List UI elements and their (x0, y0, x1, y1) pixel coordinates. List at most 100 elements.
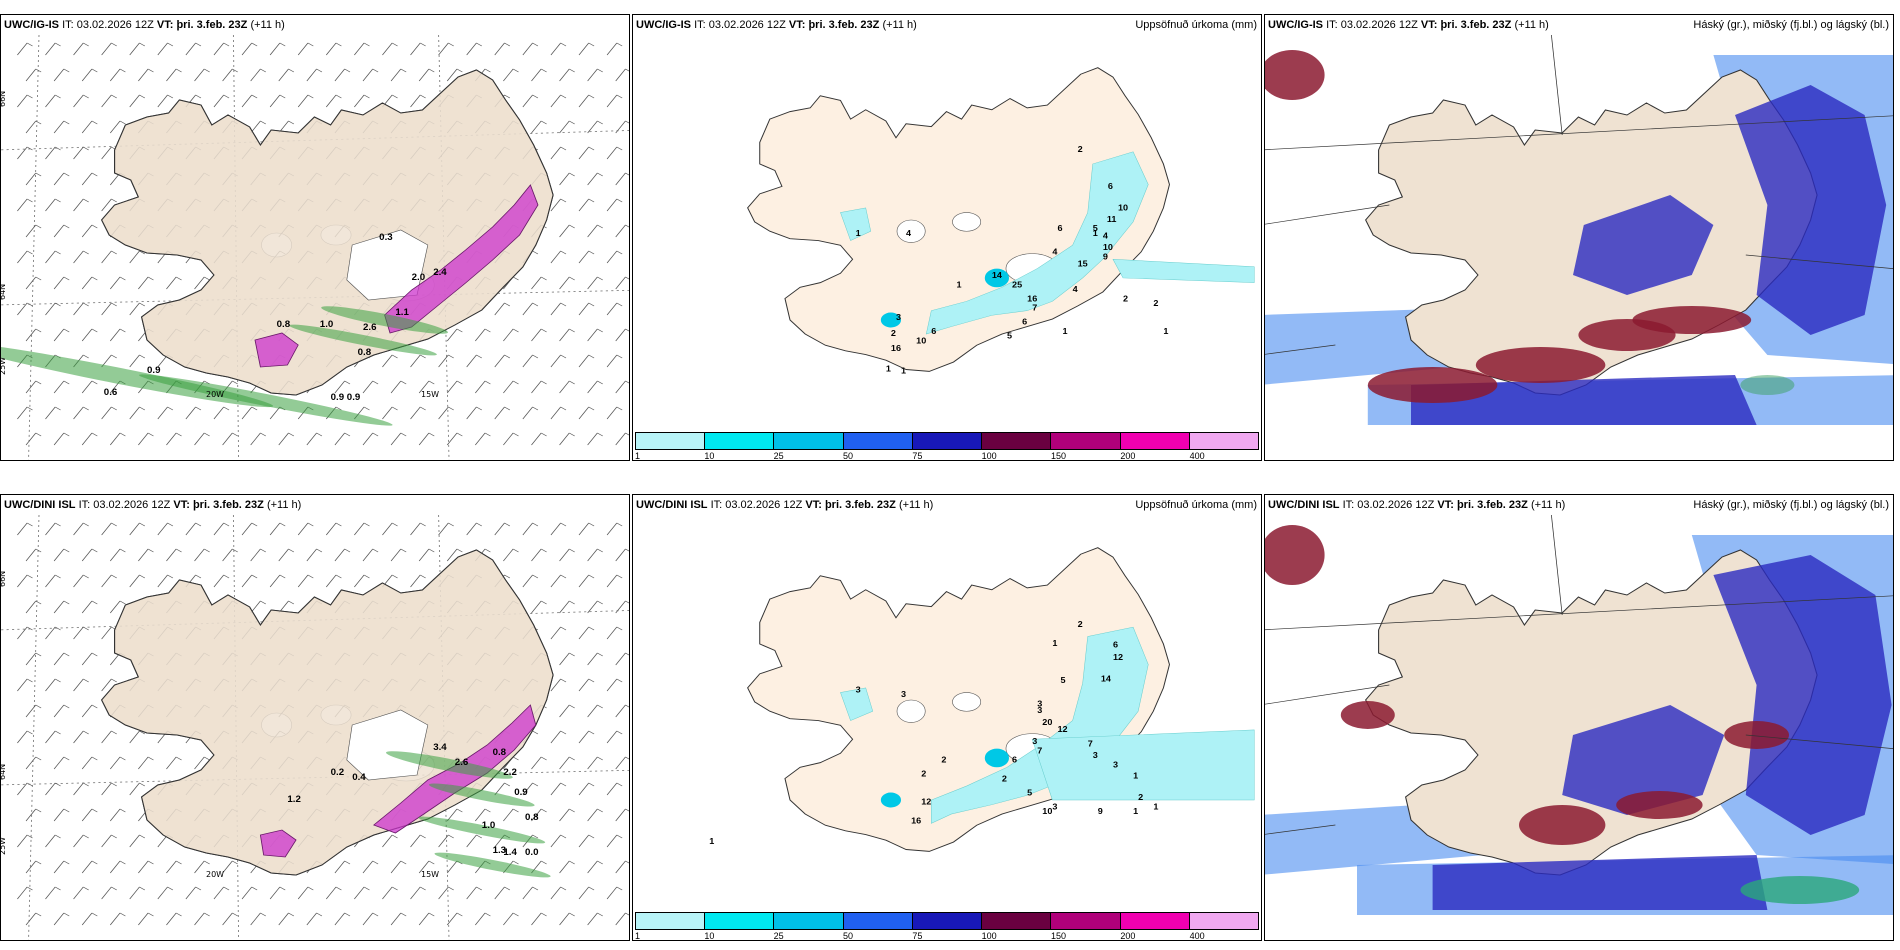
contour-label: 1 (957, 280, 962, 290)
legend-label: 50 (843, 931, 854, 941)
contour-label: 5 (1093, 224, 1098, 234)
contour-label: 2.6 (363, 322, 377, 332)
contour-label: 1.1 (395, 307, 409, 317)
contour-label: 6 (931, 326, 936, 336)
legend-label: 100 (981, 931, 997, 941)
legend-label: 10 (704, 931, 715, 941)
panel-header: UWC/DINI ISL IT: 03.02.2026 12Z VT: þri.… (636, 499, 934, 511)
legend-label: 1 (635, 451, 641, 461)
panel-title: Háský (gr.), miðský (fj.bl.) og lágský (… (1693, 499, 1889, 511)
contour-label: 11 (1107, 214, 1117, 224)
legend-label: 75 (912, 931, 923, 941)
contour-label: 10 (916, 336, 926, 346)
contour-label: 1.4 (503, 847, 517, 857)
contour-label: 16 (891, 343, 901, 353)
contour-label: 1 (1163, 326, 1168, 336)
contour-label: 0.8 (493, 747, 507, 757)
legend-swatch (843, 433, 913, 449)
panel-title: Uppsöfnuð úrkoma (mm) (1135, 19, 1257, 31)
contour-label: 0.9 (331, 392, 345, 402)
contour-label: 1 (1093, 228, 1098, 238)
contour-label: 1 (709, 836, 714, 846)
contour-label: 5 (1007, 331, 1012, 341)
legend-label: 50 (843, 451, 854, 461)
contour-label: 6 (1012, 755, 1017, 765)
contour-label: 5 (1060, 676, 1065, 686)
panel-top-middle-precip: UWC/IG-IS IT: 03.02.2026 12Z VT: þri. 3.… (632, 14, 1262, 461)
contour-label: 2 (1078, 619, 1083, 629)
contour-label: 4 (1073, 284, 1078, 294)
contour-label: 1.3 (493, 845, 507, 855)
contour-label: 3 (1113, 760, 1118, 770)
contour-label: 7 (1088, 739, 1093, 749)
panel-title: Uppsöfnuð úrkoma (mm) (1135, 499, 1257, 511)
legend-swatch (774, 433, 844, 449)
legend-swatch (1189, 913, 1258, 929)
legend-swatch (1051, 433, 1121, 449)
legend-swatch (705, 913, 775, 929)
panel-header: UWC/DINI ISL IT: 03.02.2026 12Z VT: þri.… (4, 499, 302, 511)
panel-header: UWC/DINI ISL IT: 03.02.2026 12Z VT: þri.… (1268, 499, 1566, 511)
contour-label: 1 (901, 366, 906, 376)
legend-label: 200 (1120, 931, 1136, 941)
panel-bottom-middle-precip: UWC/DINI ISL IT: 03.02.2026 12Z VT: þri.… (632, 494, 1262, 941)
legend-swatch (982, 433, 1052, 449)
contour-label: 0.4 (352, 772, 366, 782)
contour-label: 7 (1032, 303, 1037, 313)
contour-label: 6 (1113, 640, 1118, 650)
precip-legend: 1 10 25 50 75 100 150 200 400 (633, 912, 1261, 940)
contour-label: 3 (1037, 705, 1042, 715)
legend-label: 150 (1051, 451, 1067, 461)
axis-label: 66N (1, 571, 7, 587)
contour-label: 15 (1078, 259, 1088, 269)
map-clouds (1265, 515, 1893, 940)
contour-label: 4 (1103, 231, 1108, 241)
panel-header: UWC/IG-IS IT: 03.02.2026 12Z VT: þri. 3.… (1268, 19, 1549, 31)
contour-label: 6 (1057, 224, 1062, 234)
contour-label: 0.9 (514, 787, 528, 797)
contour-label: 2.4 (433, 267, 447, 277)
contour-label: 14 (992, 270, 1002, 280)
contour-label: 0.9 (147, 365, 161, 375)
contour-label: 0.8 (525, 812, 539, 822)
panel-title: Háský (gr.), miðský (fj.bl.) og lágský (… (1693, 19, 1889, 31)
legend-label: 200 (1120, 451, 1136, 461)
contour-label: 2 (921, 769, 926, 779)
legend-label: 150 (1051, 931, 1067, 941)
legend-swatch (636, 913, 706, 929)
legend-swatch (1051, 913, 1121, 929)
axis-label: 15W (421, 870, 439, 879)
contour-label: 3 (1037, 699, 1042, 709)
contour-label: 0.6 (104, 387, 118, 397)
contour-label: 1 (1133, 806, 1138, 816)
contour-label: 6 (1022, 317, 1027, 327)
contour-label: 4 (906, 228, 911, 238)
axis-label: 64N (1, 284, 7, 300)
legend-swatch (912, 433, 983, 449)
legend-label: 25 (773, 451, 784, 461)
legend-label: 400 (1189, 451, 1205, 461)
contour-label: 9 (1098, 806, 1103, 816)
contour-label: 1.0 (482, 820, 496, 830)
contour-label: 10 (1042, 806, 1052, 816)
contour-label: 7 (1037, 746, 1042, 756)
legend-swatch (1189, 433, 1258, 449)
contour-label: 0.2 (331, 767, 345, 777)
contour-label: 1.2 (287, 794, 301, 804)
axis-label: 20W (206, 870, 224, 879)
contour-label: 3.4 (433, 742, 447, 752)
panel-bottom-left-snow-wind: UWC/DINI ISL IT: 03.02.2026 12Z VT: þri.… (0, 494, 630, 941)
contour-label: 0.8 (358, 347, 372, 357)
legend-swatch (705, 433, 775, 449)
contour-label: 4 (1052, 247, 1057, 257)
axis-label: 20W (206, 390, 224, 399)
panel-top-right-clouds: UWC/IG-IS IT: 03.02.2026 12Z VT: þri. 3.… (1264, 14, 1894, 461)
axis-label: 25W (1, 357, 7, 375)
axis-label: 15W (421, 390, 439, 399)
axis-label: 66N (1, 91, 7, 107)
contour-label: 3 (896, 312, 901, 322)
contour-label: 2 (1153, 298, 1158, 308)
panel-header: UWC/IG-IS IT: 03.02.2026 12Z VT: þri. 3.… (4, 19, 285, 31)
contour-label: 0.9 (347, 392, 361, 402)
contour-label: 1 (1052, 638, 1057, 648)
